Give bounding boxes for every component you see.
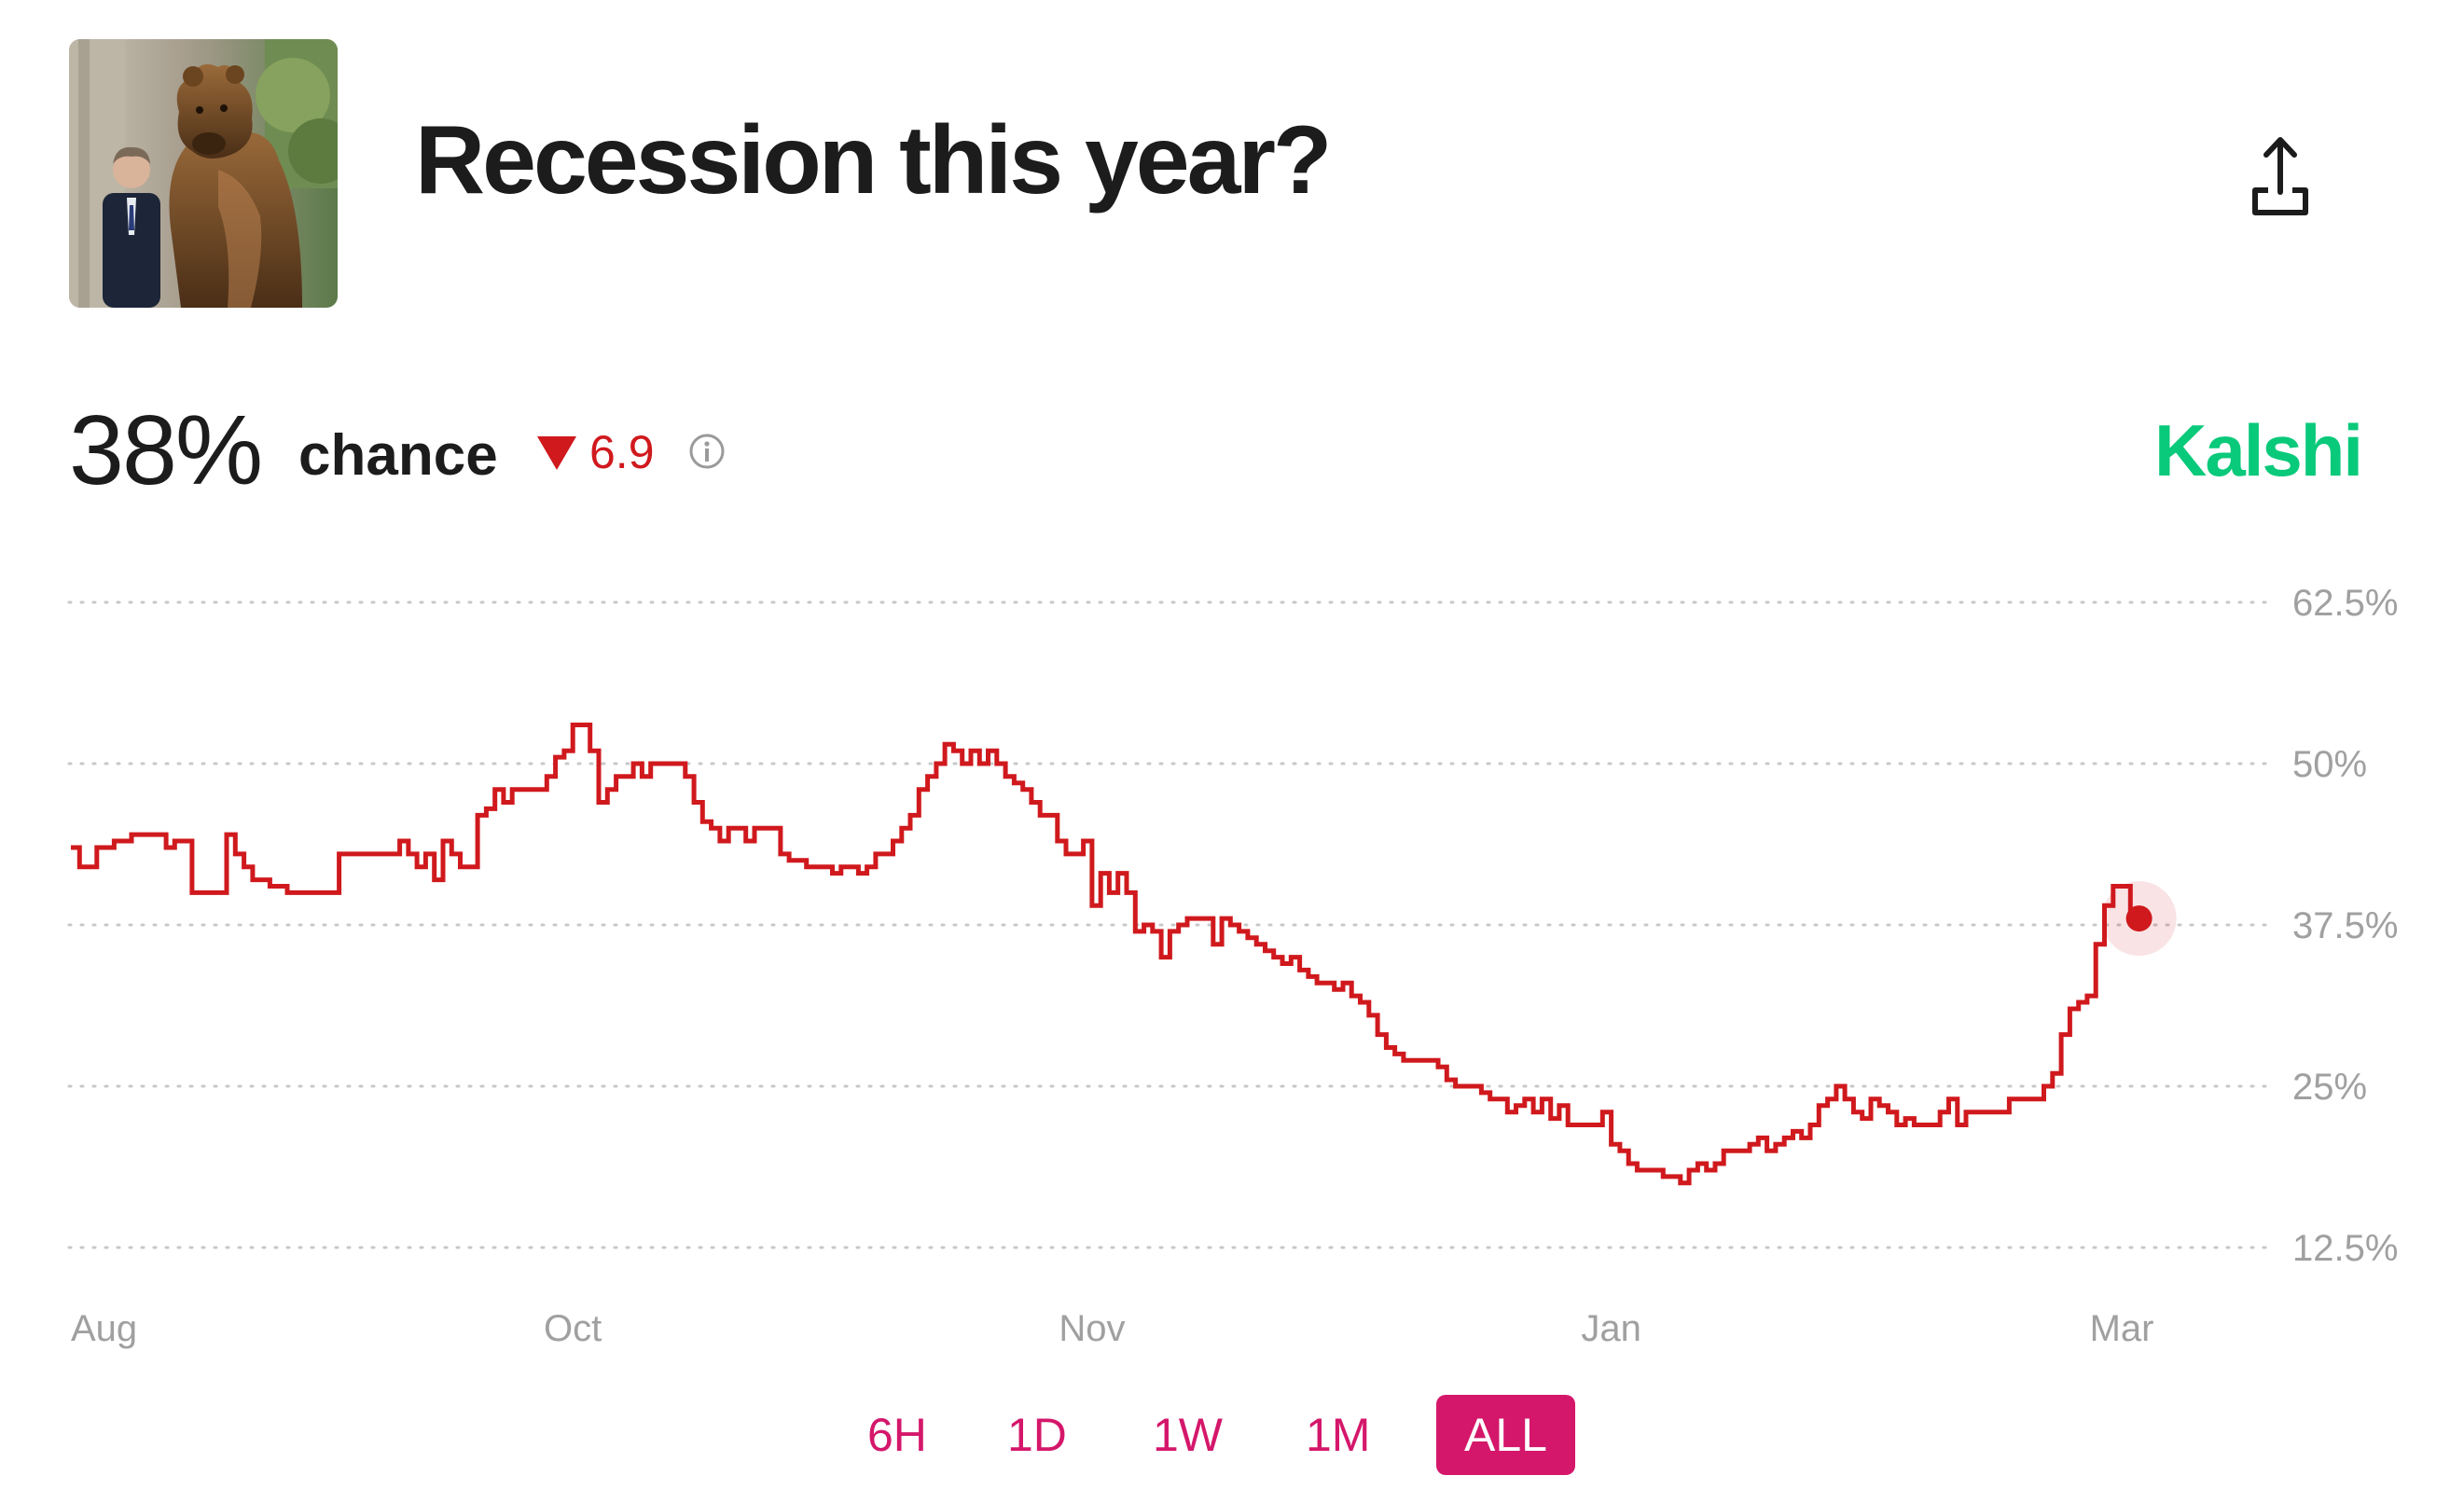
chance-label: chance (298, 423, 498, 488)
info-button[interactable] (686, 431, 727, 472)
kalshi-logo: Kalshi (2154, 409, 2363, 491)
info-icon (689, 434, 725, 469)
x-axis-labels: Aug Oct Nov Jan Mar (71, 1308, 2153, 1349)
tab-1m[interactable]: 1M (1278, 1395, 1398, 1475)
x-tick-label: Oct (544, 1308, 602, 1349)
y-tick-label: 25% (2292, 1067, 2367, 1108)
share-icon (2252, 137, 2308, 215)
tab-all[interactable]: ALL (1436, 1395, 1575, 1475)
tab-6h[interactable]: 6H (839, 1395, 955, 1475)
share-button[interactable] (2248, 131, 2313, 220)
market-thumbnail (69, 39, 338, 308)
y-tick-label: 62.5% (2292, 583, 2398, 624)
y-tick-label: 37.5% (2292, 905, 2398, 946)
probability-chart: 62.5% 50% 37.5% 25% 12.5% Aug Oct Nov Jan Mar (67, 583, 2398, 1349)
change-value: 6.9 (589, 426, 655, 478)
current-point-marker[interactable] (2125, 905, 2153, 932)
x-tick-label: Mar (2090, 1308, 2154, 1349)
bear-statue-photo (69, 39, 338, 308)
tab-1w[interactable]: 1W (1125, 1395, 1251, 1475)
y-tick-label: 50% (2292, 744, 2367, 785)
chart-gridlines (67, 600, 2268, 1249)
x-tick-label: Aug (71, 1308, 137, 1349)
series-line (71, 723, 2139, 1186)
y-tick-label: 12.5% (2292, 1228, 2398, 1269)
probability-summary: 38% chance 6.9 (69, 401, 815, 503)
tab-1d[interactable]: 1D (979, 1395, 1095, 1475)
y-axis-labels: 62.5% 50% 37.5% 25% 12.5% (2292, 583, 2398, 1269)
market-title: Recession this year? (415, 106, 1332, 214)
probability-value: 38% (69, 395, 263, 505)
x-tick-label: Nov (1059, 1308, 1125, 1349)
x-tick-label: Jan (1581, 1308, 1641, 1349)
time-range-selector: 6H 1D 1W 1M ALL (839, 1395, 1575, 1477)
down-triangle-icon (537, 436, 576, 470)
